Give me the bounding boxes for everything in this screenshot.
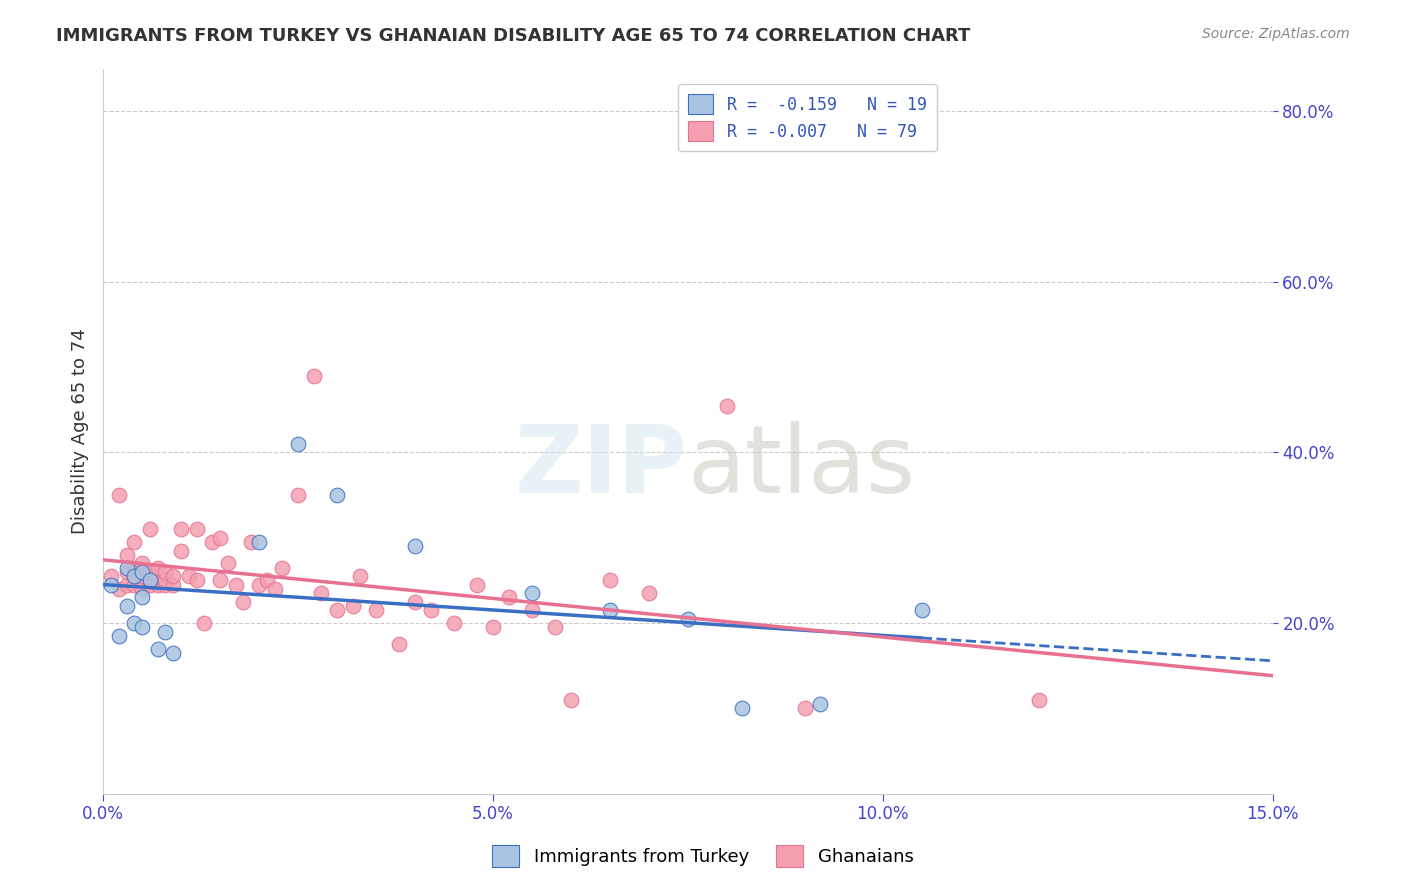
Point <box>139 565 162 579</box>
Point <box>217 557 239 571</box>
Point <box>139 577 162 591</box>
Point <box>240 535 263 549</box>
Point <box>115 599 138 613</box>
Point <box>170 543 193 558</box>
Point <box>115 560 138 574</box>
Point <box>637 586 659 600</box>
Point <box>247 535 270 549</box>
Point <box>520 586 543 600</box>
Point <box>599 603 621 617</box>
Point <box>404 539 426 553</box>
Point <box>107 488 129 502</box>
Point <box>676 612 699 626</box>
Point <box>139 522 162 536</box>
Point <box>793 701 815 715</box>
Point <box>287 437 309 451</box>
Point <box>326 488 349 502</box>
Point <box>419 603 441 617</box>
Point <box>115 577 138 591</box>
Point <box>162 577 184 591</box>
Point <box>599 574 621 588</box>
Point <box>186 522 208 536</box>
Point <box>247 577 270 591</box>
Text: ZIP: ZIP <box>515 421 688 514</box>
Point <box>155 577 177 591</box>
Point <box>131 620 153 634</box>
Point <box>124 615 146 630</box>
Point <box>467 577 489 591</box>
Point <box>731 701 754 715</box>
Point <box>287 488 309 502</box>
Point <box>124 560 146 574</box>
Point <box>162 569 184 583</box>
Point <box>911 603 934 617</box>
Point <box>349 569 371 583</box>
Point <box>155 624 177 639</box>
Point <box>146 560 169 574</box>
Point <box>146 641 169 656</box>
Point <box>498 591 520 605</box>
Point <box>342 599 364 613</box>
Point <box>146 577 169 591</box>
Point <box>100 577 122 591</box>
Point <box>364 603 387 617</box>
Point <box>146 569 169 583</box>
Text: IMMIGRANTS FROM TURKEY VS GHANAIAN DISABILITY AGE 65 TO 74 CORRELATION CHART: IMMIGRANTS FROM TURKEY VS GHANAIAN DISAB… <box>56 27 970 45</box>
Point <box>131 565 153 579</box>
Point <box>560 693 582 707</box>
Text: atlas: atlas <box>688 421 917 514</box>
Point <box>326 603 349 617</box>
Point <box>186 574 208 588</box>
Point <box>107 629 129 643</box>
Point <box>131 557 153 571</box>
Point <box>170 522 193 536</box>
Point <box>193 615 215 630</box>
Point <box>177 569 200 583</box>
Point <box>209 574 232 588</box>
Point <box>404 595 426 609</box>
Point <box>443 615 465 630</box>
Point <box>162 646 184 660</box>
Point <box>100 569 122 583</box>
Point <box>139 574 162 588</box>
Legend: Immigrants from Turkey, Ghanaians: Immigrants from Turkey, Ghanaians <box>485 838 921 874</box>
Point <box>155 574 177 588</box>
Point <box>232 595 254 609</box>
Point <box>155 565 177 579</box>
Point <box>808 697 831 711</box>
Point <box>131 569 153 583</box>
Legend: R =  -0.159   N = 19, R = -0.007   N = 79: R = -0.159 N = 19, R = -0.007 N = 79 <box>679 84 936 152</box>
Text: Source: ZipAtlas.com: Source: ZipAtlas.com <box>1202 27 1350 41</box>
Point <box>131 582 153 596</box>
Point <box>544 620 567 634</box>
Point <box>388 637 411 651</box>
Point <box>124 535 146 549</box>
Point <box>115 548 138 562</box>
Point <box>115 565 138 579</box>
Point <box>131 591 153 605</box>
Point <box>263 582 285 596</box>
Point <box>225 577 247 591</box>
Point <box>482 620 505 634</box>
Point <box>311 586 333 600</box>
Point <box>107 582 129 596</box>
Point <box>520 603 543 617</box>
Point <box>716 399 738 413</box>
Point <box>1028 693 1050 707</box>
Point <box>302 368 325 383</box>
Point <box>256 574 278 588</box>
Y-axis label: Disability Age 65 to 74: Disability Age 65 to 74 <box>72 328 89 534</box>
Point <box>201 535 224 549</box>
Point <box>124 569 146 583</box>
Point <box>124 569 146 583</box>
Point <box>271 560 294 574</box>
Point <box>124 577 146 591</box>
Point <box>209 531 232 545</box>
Point <box>139 574 162 588</box>
